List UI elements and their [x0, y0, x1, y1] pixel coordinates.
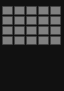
Bar [14, 16, 24, 24]
Bar [26, 26, 36, 34]
Bar [14, 26, 24, 34]
Bar [2, 26, 12, 34]
Bar [2, 6, 12, 14]
Bar [26, 36, 36, 44]
Bar [50, 36, 60, 44]
Bar [14, 6, 24, 14]
Bar [38, 16, 48, 24]
Bar [14, 36, 24, 44]
Bar [26, 16, 36, 24]
Bar [26, 6, 36, 14]
Bar [38, 36, 48, 44]
Bar [50, 6, 60, 14]
Bar [2, 16, 12, 24]
Bar [50, 16, 60, 24]
Bar [2, 36, 12, 44]
Bar [38, 6, 48, 14]
Bar [38, 26, 48, 34]
Bar [50, 26, 60, 34]
